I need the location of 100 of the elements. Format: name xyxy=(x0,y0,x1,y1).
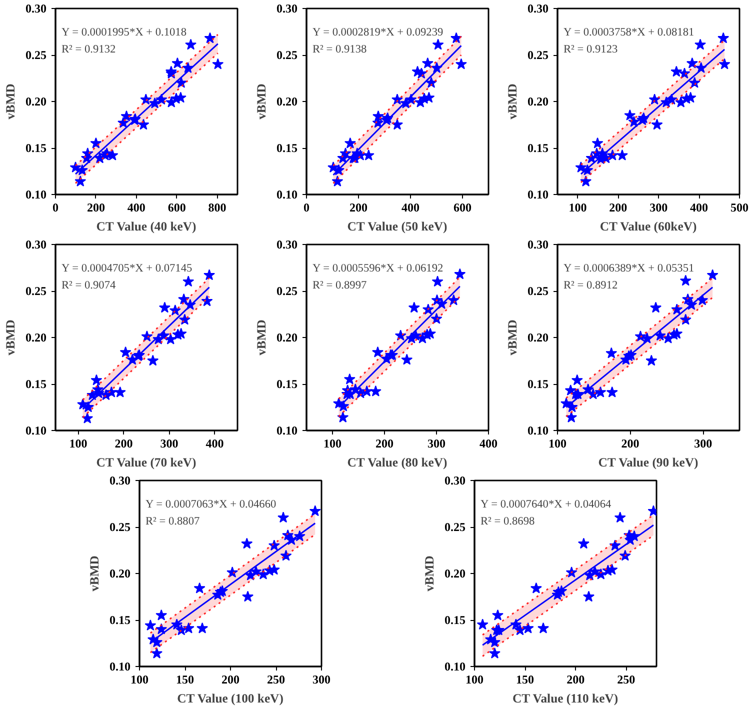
y-tick-label: 0.15 xyxy=(26,377,46,391)
y-tick-label: 0.30 xyxy=(110,474,130,488)
y-tick-label: 0.15 xyxy=(444,613,466,627)
y-tick-label: 0.25 xyxy=(444,520,466,534)
y-tick-label: 0.25 xyxy=(26,48,46,62)
x-axis-title: CT Value (60keV) xyxy=(600,220,697,234)
y-tick-label: 0.10 xyxy=(276,188,298,202)
annotation: Y = 0.0003758*X + 0.08181 xyxy=(564,26,694,38)
x-tick-label: 600 xyxy=(168,200,186,214)
x-tick-label: 250 xyxy=(267,672,285,686)
x-tick-label: 300 xyxy=(160,436,178,450)
y-axis-title: vBMD xyxy=(4,320,18,356)
x-tick-label: 200 xyxy=(114,436,133,450)
x-tick-label: 200 xyxy=(566,672,585,686)
x-tick-label: 100 xyxy=(548,436,566,450)
y-tick-label: 0.15 xyxy=(26,141,46,155)
x-tick-label: 150 xyxy=(176,672,194,686)
x-tick-label: 250 xyxy=(617,672,636,686)
annotation: R² = 0.9123 xyxy=(564,44,618,56)
annotation: R² = 0.9074 xyxy=(62,280,116,292)
x-tick-label: 200 xyxy=(621,436,640,450)
x-tick-label: 400 xyxy=(206,436,224,450)
x-axis-title: CT Value (70 keV) xyxy=(96,456,196,470)
x-tick-label: 0 xyxy=(52,200,58,214)
annotation: Y = 0.0001995*X + 0.1018 xyxy=(62,26,187,38)
y-tick-label: 0.30 xyxy=(444,474,466,488)
y-tick-label: 0.20 xyxy=(26,94,46,108)
y-tick-label: 0.10 xyxy=(444,660,466,674)
y-tick-label: 0.10 xyxy=(528,424,548,438)
x-axis-title: CT Value (50 keV) xyxy=(347,220,448,234)
x-tick-label: 100 xyxy=(130,672,148,686)
y-tick-label: 0.25 xyxy=(528,284,548,298)
y-tick-label: 0.30 xyxy=(528,238,548,252)
y-axis-title: vBMD xyxy=(506,84,520,120)
x-tick-label: 400 xyxy=(127,200,146,214)
y-axis-title: vBMD xyxy=(88,556,102,592)
y-axis-title: vBMD xyxy=(254,84,268,120)
x-axis-title: CT Value (40 keV) xyxy=(96,220,196,234)
x-tick-label: 0 xyxy=(304,200,310,214)
x-tick-label: 400 xyxy=(690,200,708,214)
x-tick-label: 200 xyxy=(86,200,105,214)
y-tick-label: 0.10 xyxy=(528,188,548,202)
x-tick-label: 200 xyxy=(376,436,394,450)
x-tick-label: 600 xyxy=(454,200,472,214)
y-tick-label: 0.20 xyxy=(26,330,46,344)
annotation: Y = 0.0007640*X + 0.04064 xyxy=(480,498,612,510)
y-tick-label: 0.20 xyxy=(276,330,298,344)
y-axis-title: vBMD xyxy=(4,84,18,120)
x-axis-title: CT Value (100 keV) xyxy=(177,692,284,706)
y-tick-label: 0.20 xyxy=(444,566,466,580)
y-tick-label: 0.30 xyxy=(528,2,548,16)
x-axis-title: CT Value (110 keV) xyxy=(512,692,618,706)
y-tick-label: 0.20 xyxy=(528,330,548,344)
y-tick-label: 0.15 xyxy=(110,613,130,627)
y-tick-label: 0.30 xyxy=(276,238,298,252)
annotation: R² = 0.9132 xyxy=(62,44,116,56)
annotation: Y = 0.0004705*X + 0.07145 xyxy=(62,262,193,274)
x-tick-label: 300 xyxy=(650,200,668,214)
x-tick-label: 100 xyxy=(324,436,342,450)
annotation: R² = 0.8698 xyxy=(480,516,535,528)
x-tick-label: 400 xyxy=(402,200,420,214)
y-tick-label: 0.20 xyxy=(276,94,298,108)
y-tick-label: 0.30 xyxy=(276,2,298,16)
y-tick-label: 0.30 xyxy=(26,238,46,252)
y-tick-label: 0.10 xyxy=(276,424,298,438)
y-tick-label: 0.10 xyxy=(110,660,130,674)
x-axis-title: CT Value (90 keV) xyxy=(598,456,698,470)
y-tick-label: 0.15 xyxy=(276,141,298,155)
y-tick-label: 0.30 xyxy=(26,2,46,16)
x-axis-title: CT Value (80 keV) xyxy=(347,456,448,470)
y-tick-label: 0.10 xyxy=(26,424,46,438)
y-tick-label: 0.25 xyxy=(110,520,130,534)
y-tick-label: 0.20 xyxy=(110,566,130,580)
x-tick-label: 100 xyxy=(568,200,587,214)
x-tick-label: 300 xyxy=(694,436,712,450)
annotation: Y = 0.0007063*X + 0.04660 xyxy=(146,498,277,510)
y-tick-label: 0.15 xyxy=(276,377,298,391)
annotation: R² = 0.8997 xyxy=(312,280,367,292)
y-tick-label: 0.20 xyxy=(528,94,548,108)
x-tick-label: 200 xyxy=(609,200,628,214)
x-tick-label: 200 xyxy=(222,672,240,686)
y-axis-title: vBMD xyxy=(422,556,436,592)
y-tick-label: 0.25 xyxy=(276,48,298,62)
x-tick-label: 800 xyxy=(208,200,226,214)
y-tick-label: 0.10 xyxy=(26,188,46,202)
x-tick-label: 100 xyxy=(466,672,484,686)
annotation: R² = 0.8912 xyxy=(564,280,618,292)
x-tick-label: 100 xyxy=(69,436,88,450)
annotation: Y = 0.0006389*X + 0.05351 xyxy=(564,262,694,274)
y-tick-label: 0.25 xyxy=(528,48,548,62)
annotation: R² = 0.9138 xyxy=(312,44,367,56)
annotation: R² = 0.8807 xyxy=(146,516,200,528)
x-tick-label: 400 xyxy=(480,436,498,450)
annotation: Y = 0.0002819*X + 0.09239 xyxy=(312,26,444,38)
x-tick-label: 300 xyxy=(312,672,330,686)
y-tick-label: 0.25 xyxy=(26,284,46,298)
y-tick-label: 0.15 xyxy=(528,141,548,155)
y-tick-label: 0.25 xyxy=(276,284,298,298)
x-tick-label: 300 xyxy=(428,436,446,450)
x-tick-label: 500 xyxy=(730,200,748,214)
